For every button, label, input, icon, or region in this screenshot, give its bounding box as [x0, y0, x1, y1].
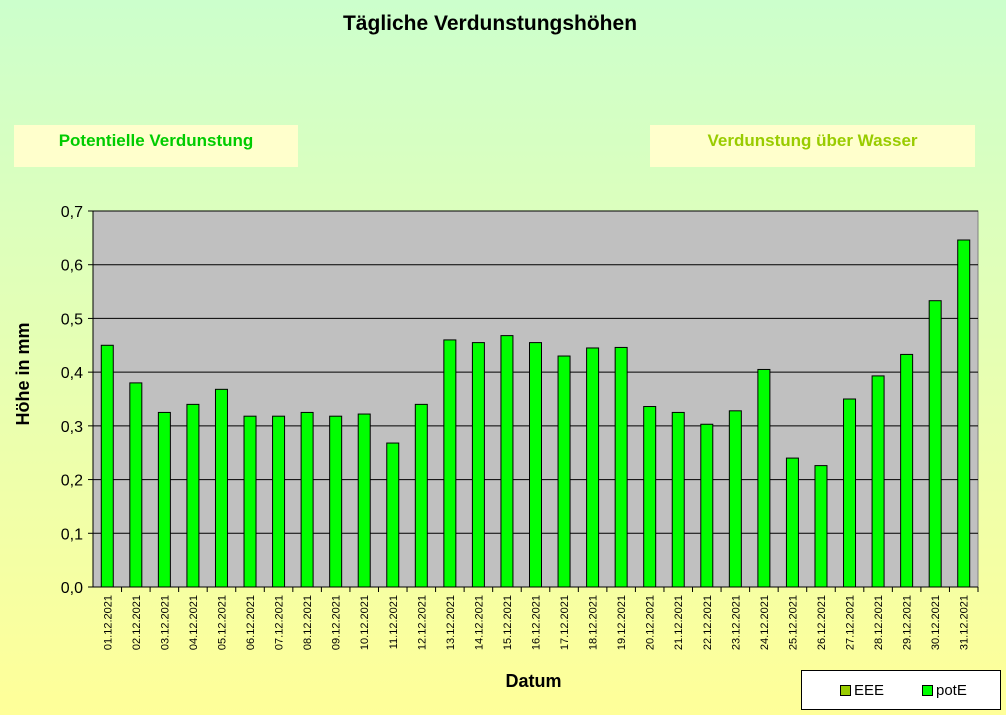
- bar: [471, 342, 485, 588]
- legend-item-eee: EEE: [840, 682, 884, 699]
- x-tick-label: 10.12.2021: [359, 595, 371, 650]
- x-tick-label: 08.12.2021: [302, 595, 314, 650]
- x-tick-label: 24.12.2021: [759, 595, 771, 650]
- bar: [757, 368, 771, 588]
- bar: [871, 375, 885, 588]
- x-tick-label: 02.12.2021: [131, 595, 143, 650]
- y-tick-label: 0,4: [61, 365, 83, 382]
- x-tick-label: 19.12.2021: [616, 595, 628, 650]
- water-evaporation-label[interactable]: Verdunstung über Wasser: [650, 125, 975, 167]
- x-tick-label: 14.12.2021: [473, 595, 485, 650]
- bar: [614, 346, 628, 588]
- x-tick-label: 11.12.2021: [388, 595, 400, 649]
- x-tick-label: 12.12.2021: [416, 595, 428, 650]
- bar: [500, 335, 514, 588]
- x-tick-label: 16.12.2021: [531, 595, 543, 650]
- x-tick-label: 22.12.2021: [702, 595, 714, 650]
- bar: [643, 406, 657, 588]
- x-tick-label: 27.12.2021: [845, 595, 857, 650]
- legend-swatch-eee: [840, 684, 851, 696]
- x-tick-label: 06.12.2021: [245, 595, 257, 650]
- bar: [357, 413, 371, 588]
- bar: [214, 388, 228, 588]
- legend-swatch-pote: [922, 684, 933, 696]
- bar: [814, 465, 828, 588]
- x-tick-label: 20.12.2021: [645, 595, 657, 650]
- bar: [671, 411, 685, 588]
- x-tick-label: 21.12.2021: [673, 595, 685, 650]
- bar: [586, 347, 600, 588]
- y-tick-label: 0,2: [61, 473, 83, 490]
- bar: [186, 403, 200, 588]
- bar: [900, 353, 914, 588]
- y-tick-label: 0,3: [61, 419, 83, 436]
- x-tick-label: 30.12.2021: [930, 595, 942, 650]
- bar: [728, 410, 742, 588]
- legend: EEE potE: [801, 670, 1001, 710]
- x-tick-label: 29.12.2021: [902, 595, 914, 650]
- bar: [443, 339, 457, 588]
- x-tick-label: 23.12.2021: [730, 595, 742, 650]
- y-tick-label: 0,1: [61, 526, 83, 543]
- x-axis-label: Datum: [505, 671, 561, 691]
- x-tick-label: 15.12.2021: [502, 595, 514, 650]
- x-tick-label: 25.12.2021: [787, 595, 799, 650]
- y-tick-label: 0,0: [61, 580, 83, 597]
- bar: [157, 411, 171, 588]
- bar: [700, 423, 714, 588]
- bar: [272, 415, 286, 588]
- x-tick-label: 13.12.2021: [445, 595, 457, 650]
- bar: [414, 403, 428, 588]
- bar: [300, 411, 314, 588]
- bar: [386, 442, 400, 588]
- bar: [785, 457, 799, 588]
- x-tick-label: 05.12.2021: [216, 595, 228, 650]
- x-tick-label: 18.12.2021: [588, 595, 600, 650]
- x-tick-label: 26.12.2021: [816, 595, 828, 650]
- legend-label-eee: EEE: [854, 681, 885, 699]
- y-tick-label: 0,6: [61, 258, 83, 275]
- bar: [243, 415, 257, 588]
- legend-label-pote: potE: [936, 681, 967, 699]
- x-tick-label: 03.12.2021: [159, 595, 171, 650]
- x-tick-label: 17.12.2021: [559, 595, 571, 650]
- bar: [529, 342, 542, 588]
- x-tick-label: 04.12.2021: [188, 595, 200, 650]
- x-tick-label: 28.12.2021: [873, 595, 885, 650]
- legend-item-pote: potE: [922, 682, 967, 699]
- x-tick-label: 09.12.2021: [331, 595, 343, 650]
- x-tick-label: 07.12.2021: [274, 595, 286, 650]
- bar: [557, 355, 571, 588]
- y-tick-label: 0,7: [61, 204, 83, 221]
- bar: [129, 382, 143, 588]
- x-tick-label: 01.12.2021: [102, 595, 114, 650]
- y-axis-label: Höhe in mm: [13, 322, 33, 425]
- bar: [100, 344, 114, 588]
- y-tick-label: 0,5: [61, 311, 83, 328]
- bar: [957, 239, 971, 588]
- bar: [843, 398, 857, 588]
- x-tick-label: 31.12.2021: [959, 595, 971, 650]
- bar: [329, 415, 343, 588]
- potential-evaporation-label[interactable]: Potentielle Verdunstung: [14, 125, 298, 167]
- bar: [928, 300, 942, 588]
- chart-title: Tägliche Verdunstungshöhen: [342, 12, 638, 35]
